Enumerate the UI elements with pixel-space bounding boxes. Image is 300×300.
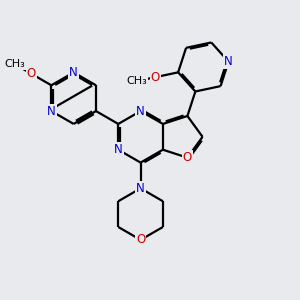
Text: O: O — [136, 233, 145, 246]
Text: CH₃: CH₃ — [4, 59, 25, 69]
Text: N: N — [114, 143, 123, 156]
Text: O: O — [27, 67, 36, 80]
Text: N: N — [224, 55, 233, 68]
Text: N: N — [69, 66, 78, 79]
Text: O: O — [183, 151, 192, 164]
Text: N: N — [47, 105, 56, 118]
Text: N: N — [136, 182, 145, 195]
Text: N: N — [136, 105, 145, 118]
Text: O: O — [151, 71, 160, 84]
Text: CH₃: CH₃ — [126, 76, 147, 86]
